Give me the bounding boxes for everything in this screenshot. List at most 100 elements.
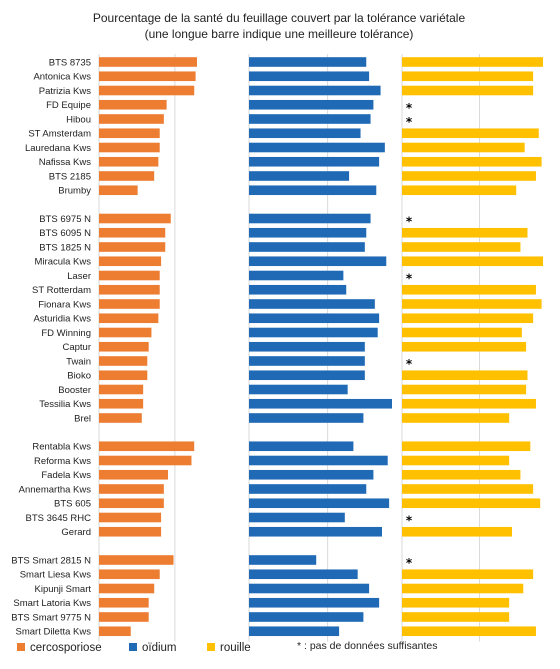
category-label-bts-6095-n: BTS 6095 N <box>39 228 91 239</box>
category-label-gerard: Gerard <box>61 527 91 538</box>
bar-rouille-patrizia-kws <box>402 85 534 96</box>
bar-oidium-bts-smart-2815-n <box>249 555 317 565</box>
category-labels: BTS 8735 Antonica Kws Patrizia Kws FD Equip… <box>11 57 91 637</box>
bar-cercosporiose-twain <box>99 356 148 366</box>
bar-oidium-bioko <box>249 370 365 381</box>
bar-cercosporiose-bts-6975-n <box>99 213 171 224</box>
bar-cercosporiose-patrizia-kws <box>99 85 195 96</box>
no-data-star-bts-smart-2815-n: * <box>406 556 413 570</box>
bar-oidium-brel <box>249 413 364 423</box>
bar-oidium-gerard <box>249 526 382 537</box>
bar-cercosporiose-brel <box>99 413 142 423</box>
bar-cercosporiose-hibou <box>99 114 164 124</box>
bar-cercosporiose-rentabla-kws <box>99 441 195 452</box>
category-label-reforma-kws: Reforma Kws <box>34 456 91 467</box>
bar-oidium-smart-diletta-kws <box>249 626 340 637</box>
category-label-bts-605: BTS 605 <box>54 499 91 510</box>
bar-oidium-antonica-kws <box>249 71 370 82</box>
bar-rouille-fd-winning <box>402 327 522 338</box>
chart-title-line-2: (une longue barre indique une meilleure … <box>145 27 414 41</box>
no-data-star-bts-6975-n: * <box>406 215 413 229</box>
bar-cercosporiose-bts-1825-n <box>99 242 166 252</box>
bar-oidium-smart-latoria-kws <box>249 597 380 608</box>
bar-rouille-smart-diletta-kws <box>402 626 536 637</box>
category-label-smart-latoria-kws: Smart Latoria Kws <box>13 598 91 609</box>
category-label-nafissa-kws: Nafissa Kws <box>39 157 92 168</box>
category-label-smart-liesa-kws: Smart Liesa Kws <box>20 570 92 581</box>
bar-cercosporiose-lauredana-kws <box>99 142 160 153</box>
bar-oidium-asturidia-kws <box>249 313 380 324</box>
category-label-laser: Laser <box>67 271 91 282</box>
bar-cercosporiose-laser <box>99 270 160 281</box>
bar-rouille-smart-liesa-kws <box>402 569 534 580</box>
bar-cercosporiose-smart-diletta-kws <box>99 626 131 637</box>
category-label-bts-smart-2815-n: BTS Smart 2815 N <box>11 555 91 566</box>
bar-oidium-bts-smart-9775-n <box>249 612 364 622</box>
bar-rouille-tessilia-kws <box>402 398 536 409</box>
category-label-lauredana-kws: Lauredana Kws <box>25 143 91 154</box>
bar-cercosporiose-bts-6095-n <box>99 227 166 238</box>
bar-oidium-twain <box>249 356 365 366</box>
bar-rouille-brumby <box>402 185 517 196</box>
bar-cercosporiose-fadela-kws <box>99 469 168 480</box>
bar-cercosporiose-gerard <box>99 526 162 537</box>
bar-rouille-st-amsterdam <box>402 128 539 139</box>
bar-oidium-rentabla-kws <box>249 441 354 452</box>
bar-rouille-miracula-kws <box>402 256 543 267</box>
bar-oidium-kipunji-smart <box>249 583 370 594</box>
bar-cercosporiose-st-amsterdam <box>99 128 160 139</box>
legend-swatch-cercosporiose <box>17 643 25 651</box>
bar-oidium-bts-1825-n <box>249 242 365 252</box>
bar-oidium-st-rotterdam <box>249 284 347 295</box>
bar-oidium-bts-6095-n <box>249 227 367 238</box>
bar-cercosporiose-bioko <box>99 370 148 381</box>
bar-rouille-bioko <box>402 370 528 381</box>
bar-cercosporiose-reforma-kws <box>99 455 192 466</box>
bar-cercosporiose-bts-2185 <box>99 171 155 181</box>
category-label-fd-equipe: FD Equipe <box>46 100 91 111</box>
category-label-fd-winning: FD Winning <box>41 328 91 339</box>
category-label-st-rotterdam: ST Rotterdam <box>32 285 91 296</box>
category-label-smart-diletta-kws: Smart Diletta Kws <box>16 627 92 638</box>
bar-rouille-reforma-kws <box>402 455 510 466</box>
legend-label-oidium: oïdium <box>142 642 177 654</box>
bar-oidium-fionara-kws <box>249 299 375 309</box>
category-label-bts-2185: BTS 2185 <box>49 171 91 182</box>
bar-oidium-bts-605 <box>249 498 390 509</box>
category-label-fionara-kws: Fionara Kws <box>38 299 91 310</box>
bar-rouille-brel <box>402 413 510 423</box>
category-label-miracula-kws: Miracula Kws <box>35 257 92 268</box>
category-label-tessilia-kws: Tessilia Kws <box>39 399 91 410</box>
bar-oidium-miracula-kws <box>249 256 387 267</box>
bar-cercosporiose-miracula-kws <box>99 256 162 267</box>
category-label-hibou: Hibou <box>66 114 91 125</box>
bar-oidium-fadela-kws <box>249 469 374 480</box>
bar-rouille-fadela-kws <box>402 469 521 480</box>
legend-swatch-rouille <box>207 643 215 651</box>
no-data-star-hibou: * <box>406 115 413 129</box>
bar-oidium-fd-winning <box>249 327 378 338</box>
no-data-star-fd-equipe: * <box>406 101 413 115</box>
category-label-bts-1825-n: BTS 1825 N <box>39 242 91 253</box>
bar-oidium-bts-6975-n <box>249 213 371 224</box>
bar-rouille-bts-605 <box>402 498 541 509</box>
bar-cercosporiose-tessilia-kws <box>99 398 144 409</box>
category-label-twain: Twain <box>66 356 91 367</box>
bar-rouille-smart-latoria-kws <box>402 597 510 608</box>
bar-cercosporiose-bts-8735 <box>99 57 197 67</box>
bar-oidium-hibou <box>249 114 371 124</box>
category-label-rentabla-kws: Rentabla Kws <box>32 442 91 453</box>
bar-rouille-bts-2185 <box>402 171 536 181</box>
bar-oidium-bts-3645-rhc <box>249 512 345 523</box>
no-data-star-twain: * <box>406 357 413 371</box>
legend-label-rouille: rouille <box>220 642 251 654</box>
bar-rouille-rentabla-kws <box>402 441 531 452</box>
category-label-bts-3645-rhc: BTS 3645 RHC <box>26 513 92 524</box>
bar-cercosporiose-antonica-kws <box>99 71 196 82</box>
bar-cercosporiose-bts-605 <box>99 498 164 509</box>
category-label-bts-smart-9775-n: BTS Smart 9775 N <box>11 612 91 623</box>
bar-cercosporiose-captur <box>99 341 149 352</box>
category-label-asturidia-kws: Asturidia Kws <box>33 314 91 325</box>
category-label-bts-8735: BTS 8735 <box>49 57 91 68</box>
bar-cercosporiose-fd-winning <box>99 327 152 338</box>
